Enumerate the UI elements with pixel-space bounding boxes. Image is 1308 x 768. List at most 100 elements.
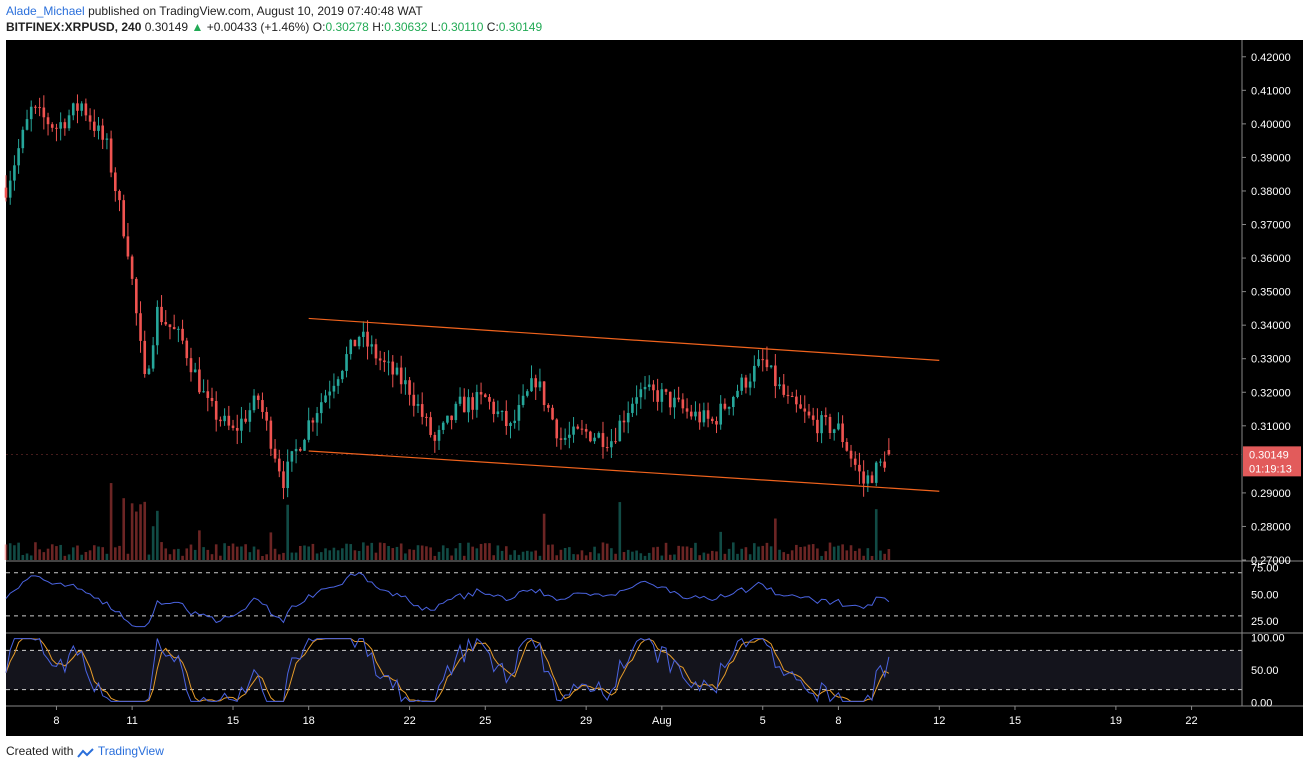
price-tick-label: 0.31000 — [1251, 421, 1291, 433]
candle-body — [88, 115, 92, 122]
volume-bar — [492, 555, 495, 560]
volume-bar — [210, 554, 214, 560]
price-tick-label: 0.40000 — [1251, 119, 1291, 131]
time-tick-label: 25 — [479, 715, 491, 727]
candle-body — [139, 313, 142, 341]
candle-body — [563, 437, 567, 440]
candle-body — [681, 399, 685, 409]
volume-bar — [80, 554, 83, 560]
volume-bar — [341, 548, 344, 560]
volume-bar — [71, 547, 75, 560]
candle-body — [584, 429, 588, 432]
candle-body — [458, 396, 462, 404]
rsi-pane[interactable] — [5, 572, 1242, 628]
candle-body — [774, 365, 777, 387]
volume-bar — [681, 546, 685, 560]
candle-body — [227, 415, 231, 426]
candle-body — [235, 427, 239, 431]
candle-body — [698, 411, 701, 423]
price-tick-label: 0.37000 — [1251, 220, 1291, 232]
stoch-tick-label: 100.00 — [1251, 632, 1285, 644]
volume-bar — [887, 549, 891, 560]
stochastic-pane[interactable] — [5, 637, 1242, 703]
candle-body — [811, 415, 815, 420]
candle-body — [643, 386, 647, 390]
volume-bar — [265, 554, 268, 560]
candle-body — [13, 165, 16, 181]
volume-bar — [21, 554, 25, 560]
price-tick-label: 0.38000 — [1251, 186, 1291, 198]
candle-body — [391, 361, 395, 375]
candle-body — [664, 389, 668, 392]
volume-bar — [320, 552, 323, 560]
close-value: 0.30149 — [498, 20, 543, 34]
volume-bar — [580, 550, 584, 560]
volume-bar — [67, 554, 71, 560]
candle-body — [59, 122, 62, 129]
volume-bar — [572, 554, 575, 560]
candle-body — [719, 403, 722, 425]
volume-bar — [362, 542, 365, 560]
volume-bar — [568, 547, 571, 560]
volume-bar — [647, 552, 651, 560]
volume-bar — [147, 554, 151, 560]
chart-area[interactable]: 0.42000 0.41000 0.40000 0.39000 0.38000 0.370… — [0, 40, 1308, 736]
candle-body — [370, 344, 374, 347]
candle-body — [568, 434, 571, 438]
candle-body — [395, 367, 399, 375]
volume-bar — [248, 552, 252, 560]
volume-bar — [597, 553, 601, 560]
volume-bar — [576, 554, 580, 560]
candle-body — [757, 359, 760, 366]
tradingview-brand[interactable]: TradingView — [97, 744, 164, 758]
candle-body — [366, 331, 369, 347]
candle-body — [151, 345, 155, 369]
volume-bar — [811, 544, 815, 560]
candle-body — [374, 344, 378, 359]
candle-body — [807, 411, 811, 416]
candle-body — [652, 384, 655, 391]
candle-body — [883, 461, 886, 468]
high-value: 0.30632 — [384, 20, 428, 34]
volume-bar — [504, 546, 508, 560]
candle-body — [732, 396, 735, 408]
volume-bar — [488, 543, 491, 560]
candle-body — [803, 408, 807, 412]
last-value: 0.30149 — [144, 20, 189, 34]
candle-body — [601, 433, 605, 448]
volume-bar — [710, 550, 714, 560]
volume-bar — [694, 542, 697, 560]
volume-bar — [744, 547, 748, 560]
volume-bar — [122, 498, 126, 560]
volume-bar — [303, 545, 306, 560]
time-tick-label: 12 — [933, 715, 945, 727]
author-link[interactable]: Alade_Michael — [6, 4, 85, 18]
volume-bar — [185, 548, 189, 560]
volume-bar — [345, 543, 348, 560]
volume-bar — [820, 555, 823, 560]
low-label: L: — [430, 20, 441, 34]
price-pane[interactable] — [4, 94, 1242, 560]
candle-body — [320, 402, 323, 414]
candle-body — [55, 127, 58, 129]
candle-body — [362, 331, 365, 337]
volume-bar — [315, 553, 319, 560]
time-tick-label: 15 — [1009, 715, 1021, 727]
candle-body — [46, 117, 50, 125]
candle-body — [534, 378, 538, 388]
candle-body — [219, 419, 222, 422]
candle-body — [467, 397, 470, 413]
volume-bar — [778, 549, 781, 560]
volume-bar — [832, 546, 836, 560]
volume-bar — [378, 542, 382, 560]
axes: 0.42000 0.41000 0.40000 0.39000 0.38000 0.370… — [6, 40, 1303, 727]
candle-body — [589, 431, 592, 442]
volume-bar — [151, 526, 155, 560]
volume-bar — [736, 553, 739, 560]
candle-body — [130, 256, 134, 279]
volume-bar — [286, 504, 289, 560]
candle-body — [513, 420, 516, 424]
candle-body — [109, 138, 113, 173]
candle-body — [118, 191, 121, 201]
candle-body — [92, 121, 96, 131]
